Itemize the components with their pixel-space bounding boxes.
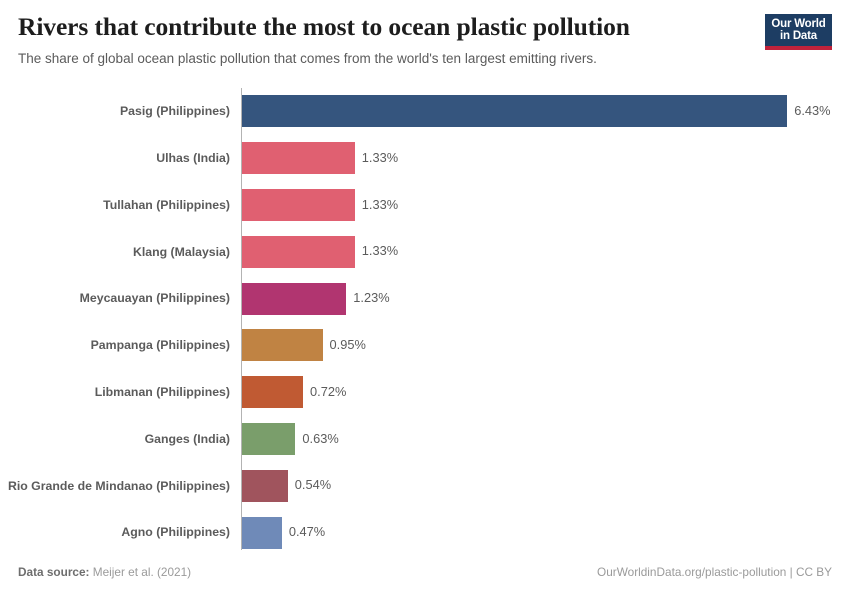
- bar-category-label: Ulhas (India): [156, 151, 230, 166]
- bar-value-label: 1.23%: [353, 290, 390, 306]
- chart-footer: Data source: Meijer et al. (2021) OurWor…: [18, 565, 832, 579]
- bar[interactable]: [242, 329, 323, 362]
- bar[interactable]: [242, 235, 355, 268]
- bar[interactable]: [242, 142, 355, 175]
- bar-value-label: 6.43%: [794, 102, 831, 118]
- bar-value-label: 1.33%: [361, 196, 399, 212]
- bar-value-label: 0.63%: [302, 430, 339, 446]
- bar-wrapper: 1.33%: [242, 142, 399, 175]
- bar-row[interactable]: Tullahan (Philippines) 1.33%: [0, 182, 850, 229]
- logo-line-1: Our World: [771, 17, 826, 30]
- bar[interactable]: [242, 376, 304, 409]
- bar-row[interactable]: Ganges (India) 0.63%: [0, 416, 850, 463]
- page-subtitle: The share of global ocean plastic pollut…: [18, 51, 597, 67]
- bar-value-label: 0.54%: [294, 477, 332, 493]
- data-source-label: Data source:: [18, 565, 90, 579]
- bar-category-label: Klang (Malaysia): [132, 244, 230, 259]
- bar-wrapper: 1.23%: [242, 282, 390, 315]
- bar-rows: Pasig (Philippines) 6.43% Ulhas (India) 1.3…: [0, 88, 850, 556]
- bar-row[interactable]: Pampanga (Philippines) 0.95%: [0, 322, 850, 369]
- bar[interactable]: [242, 469, 288, 502]
- bar-category-label: Agno (Philippines): [121, 525, 230, 540]
- bar-value-label: 1.33%: [361, 243, 399, 259]
- our-world-in-data-logo[interactable]: Our World in Data: [765, 14, 832, 50]
- bar-category-label: Pampanga (Philippines): [90, 338, 230, 353]
- bar-category-label: Libmanan (Philippines): [94, 385, 230, 400]
- bar-row[interactable]: Meycauayan (Philippines) 1.23%: [0, 275, 850, 322]
- bar-row[interactable]: Agno (Philippines) 0.47%: [0, 509, 850, 556]
- bar-category-label: Meycauayan (Philippines): [79, 291, 230, 306]
- bar[interactable]: [242, 422, 296, 455]
- y-axis-line: [241, 88, 242, 550]
- page-title: Rivers that contribute the most to ocean…: [18, 12, 630, 41]
- bar[interactable]: [242, 282, 347, 315]
- bar[interactable]: [242, 95, 788, 128]
- logo-line-2: in Data: [780, 30, 817, 42]
- bar-wrapper: 1.33%: [242, 188, 399, 221]
- bar-wrapper: 0.72%: [242, 376, 347, 409]
- chart-header: Rivers that contribute the most to ocean…: [18, 12, 832, 68]
- bar-wrapper: 1.33%: [242, 235, 399, 268]
- bar[interactable]: [242, 188, 355, 221]
- bar-row[interactable]: Libmanan (Philippines) 0.72%: [0, 369, 850, 416]
- attribution-link[interactable]: OurWorldinData.org/plastic-pollution | C…: [597, 565, 832, 579]
- bar-row[interactable]: Klang (Malaysia) 1.33%: [0, 228, 850, 275]
- bar-value-label: 1.33%: [361, 149, 399, 165]
- bar-category-label: Rio Grande de Mindanao (Philippines): [7, 478, 230, 493]
- bar-value-label: 0.95%: [329, 336, 366, 352]
- bar-category-label: Ganges (India): [144, 431, 230, 446]
- data-source-value: Meijer et al. (2021): [92, 565, 192, 579]
- bar-wrapper: 6.43%: [242, 95, 831, 128]
- bar-wrapper: 0.54%: [242, 469, 332, 502]
- bar-category-label: Pasig (Philippines): [119, 104, 230, 119]
- bar-row[interactable]: Rio Grande de Mindanao (Philippines) 0.54…: [0, 462, 850, 509]
- bar-chart: Pasig (Philippines) 6.43% Ulhas (India) 1.3…: [0, 88, 850, 550]
- bar-wrapper: 0.95%: [242, 329, 366, 362]
- bar[interactable]: [242, 516, 282, 549]
- bar-row[interactable]: Pasig (Philippines) 6.43%: [0, 88, 850, 135]
- data-source: Data source: Meijer et al. (2021): [18, 565, 191, 579]
- bar-category-label: Tullahan (Philippines): [103, 197, 230, 212]
- bar-value-label: 0.47%: [288, 524, 326, 540]
- bar-value-label: 0.72%: [310, 383, 347, 399]
- bar-wrapper: 0.47%: [242, 516, 326, 549]
- bar-wrapper: 0.63%: [242, 422, 339, 455]
- bar-row[interactable]: Ulhas (India) 1.33%: [0, 135, 850, 182]
